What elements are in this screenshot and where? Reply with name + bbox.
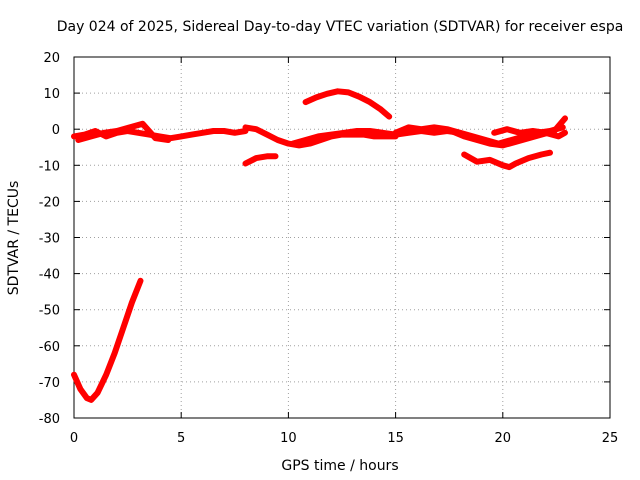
- y-tick-label: -70: [39, 376, 60, 391]
- grid: [74, 57, 610, 418]
- series-track-11: [491, 126, 568, 140]
- y-tick-label: -20: [39, 195, 60, 210]
- x-tick-label: 0: [70, 431, 78, 446]
- data-series: [71, 88, 568, 403]
- series-track-6: [302, 88, 393, 120]
- y-tick-label: 0: [52, 123, 60, 138]
- series-track-7: [289, 128, 463, 147]
- x-tick-label: 25: [602, 431, 619, 446]
- x-tick-label: 20: [495, 431, 512, 446]
- y-tick-label: -80: [39, 412, 60, 427]
- y-tick-label: -50: [39, 304, 60, 319]
- tick-labels: 0 5 10 15 20 25 -80 -70 -60 -50 -40 -30 -20 -10 0 10 20: [39, 51, 619, 446]
- series-track-5: [242, 153, 279, 167]
- series-track-4: [242, 124, 399, 149]
- series-track-1: [71, 277, 144, 403]
- x-tick-label: 10: [280, 431, 297, 446]
- series-track-10: [461, 149, 553, 171]
- y-tick-label: 20: [43, 51, 60, 66]
- y-tick-label: -60: [39, 340, 60, 355]
- y-tick-label: 10: [43, 87, 60, 102]
- y-tick-label: -40: [39, 268, 60, 283]
- x-axis-label: GPS time / hours: [281, 458, 398, 474]
- y-tick-label: -30: [39, 232, 60, 247]
- x-tick-label: 5: [177, 431, 185, 446]
- y-tick-label: -10: [39, 159, 60, 174]
- chart-title: Day 024 of 2025, Sidereal Day-to-day VTE…: [57, 19, 624, 35]
- x-tick-label: 15: [387, 431, 404, 446]
- series-track-3: [75, 120, 172, 143]
- y-axis-label: SDTVAR / TECUs: [6, 181, 22, 296]
